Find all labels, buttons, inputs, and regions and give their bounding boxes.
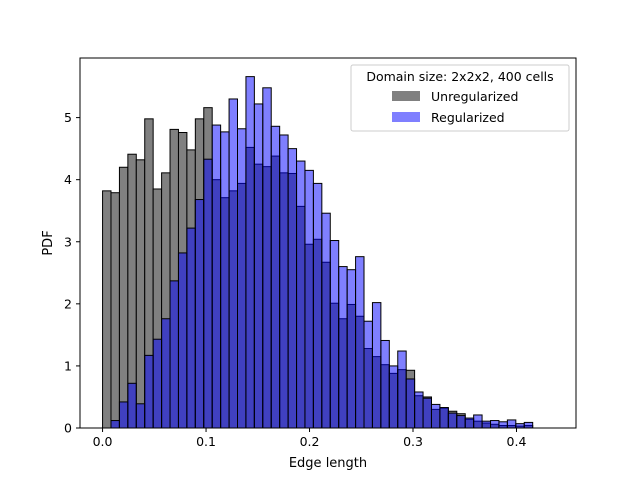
legend-label-regularized: Regularized bbox=[431, 110, 505, 125]
regularized-bar bbox=[405, 378, 416, 429]
regularized-bar bbox=[523, 421, 534, 429]
regularized-bar bbox=[296, 160, 306, 429]
x-tick-label: 0.0 bbox=[93, 434, 113, 449]
unregularized-bar bbox=[102, 190, 112, 429]
regularized-bar bbox=[515, 423, 525, 429]
x-tick-label: 0.1 bbox=[196, 434, 216, 449]
regularized-bar bbox=[422, 397, 432, 429]
regularized-bar bbox=[127, 382, 137, 429]
regularized-bar bbox=[371, 302, 382, 429]
regularized-bar bbox=[144, 354, 154, 429]
legend: Domain size: 2x2x2, 400 cells Unregulari… bbox=[350, 64, 570, 132]
y-tick-label: 4 bbox=[64, 172, 72, 187]
legend-title: Domain size: 2x2x2, 400 cells bbox=[366, 69, 553, 84]
x-axis-ticks: 0.0 0.1 0.2 0.3 0.4 bbox=[93, 428, 527, 449]
regularized-bar bbox=[439, 407, 449, 429]
legend-swatch-regularized bbox=[392, 112, 420, 122]
regularized-bar bbox=[464, 417, 475, 429]
x-tick-label: 0.3 bbox=[403, 434, 423, 449]
regularized-bar bbox=[321, 212, 331, 429]
x-tick-label: 0.4 bbox=[507, 434, 527, 449]
regularized-bar bbox=[270, 125, 281, 429]
regularized-bar bbox=[388, 365, 399, 429]
regularized-bar bbox=[456, 415, 466, 429]
regularized-bar bbox=[279, 134, 289, 429]
regularized-bar bbox=[110, 420, 120, 429]
regularized-bar bbox=[397, 350, 407, 429]
regularized-bar bbox=[152, 338, 163, 429]
regularized-bar bbox=[430, 403, 441, 429]
y-tick-label: 3 bbox=[64, 234, 72, 249]
legend-label-unregularized: Unregularized bbox=[431, 89, 518, 104]
regularized-bar bbox=[447, 412, 458, 429]
regularized-bar bbox=[346, 269, 357, 429]
regularized-bar bbox=[135, 403, 146, 429]
regularized-bar bbox=[355, 256, 365, 429]
unregularized-bar bbox=[135, 159, 146, 429]
regularized-bar bbox=[161, 318, 171, 429]
y-tick-label: 1 bbox=[64, 358, 72, 373]
regularized-bar bbox=[312, 182, 323, 429]
unregularized-bar bbox=[118, 166, 129, 429]
regularized-bar bbox=[380, 339, 390, 429]
regularized-bar bbox=[414, 391, 424, 429]
regularized-bar bbox=[186, 227, 196, 429]
regularized-bar bbox=[338, 266, 348, 429]
regularized-bar bbox=[506, 419, 517, 429]
plot-area-frame bbox=[79, 57, 577, 429]
regularized-bar bbox=[177, 252, 188, 429]
y-tick-label: 5 bbox=[64, 110, 72, 125]
x-tick-label: 0.2 bbox=[300, 434, 320, 449]
regularized-bar bbox=[211, 124, 222, 429]
regularized-bar bbox=[490, 420, 500, 429]
regularized-bar bbox=[169, 280, 179, 429]
regularized-bar bbox=[329, 240, 340, 429]
regularized-bar bbox=[287, 148, 298, 429]
regularized-bar bbox=[237, 128, 247, 429]
regularized-bar bbox=[220, 131, 230, 429]
x-axis-label: Edge length bbox=[289, 456, 367, 471]
regularized-bar bbox=[245, 76, 255, 429]
y-axis-label: PDF bbox=[41, 230, 56, 255]
regularized-bar bbox=[194, 199, 205, 429]
regularized-bar bbox=[262, 87, 272, 429]
regularized-bar bbox=[473, 414, 483, 429]
regularized-bar bbox=[228, 98, 239, 429]
regularized-bar bbox=[304, 169, 314, 429]
regularized-bar bbox=[203, 158, 213, 429]
y-axis-ticks: 0 1 2 3 4 5 bbox=[64, 110, 80, 436]
regularized-bar bbox=[481, 420, 492, 429]
regularized-bar bbox=[498, 421, 508, 429]
regularized-bar bbox=[363, 320, 373, 429]
regularized-bar bbox=[253, 103, 264, 429]
legend-swatch-unregularized bbox=[392, 91, 420, 101]
unregularized-bar bbox=[110, 192, 120, 429]
y-tick-label: 2 bbox=[64, 296, 72, 311]
regularized-bar bbox=[118, 401, 129, 429]
y-tick-label: 0 bbox=[64, 421, 72, 436]
